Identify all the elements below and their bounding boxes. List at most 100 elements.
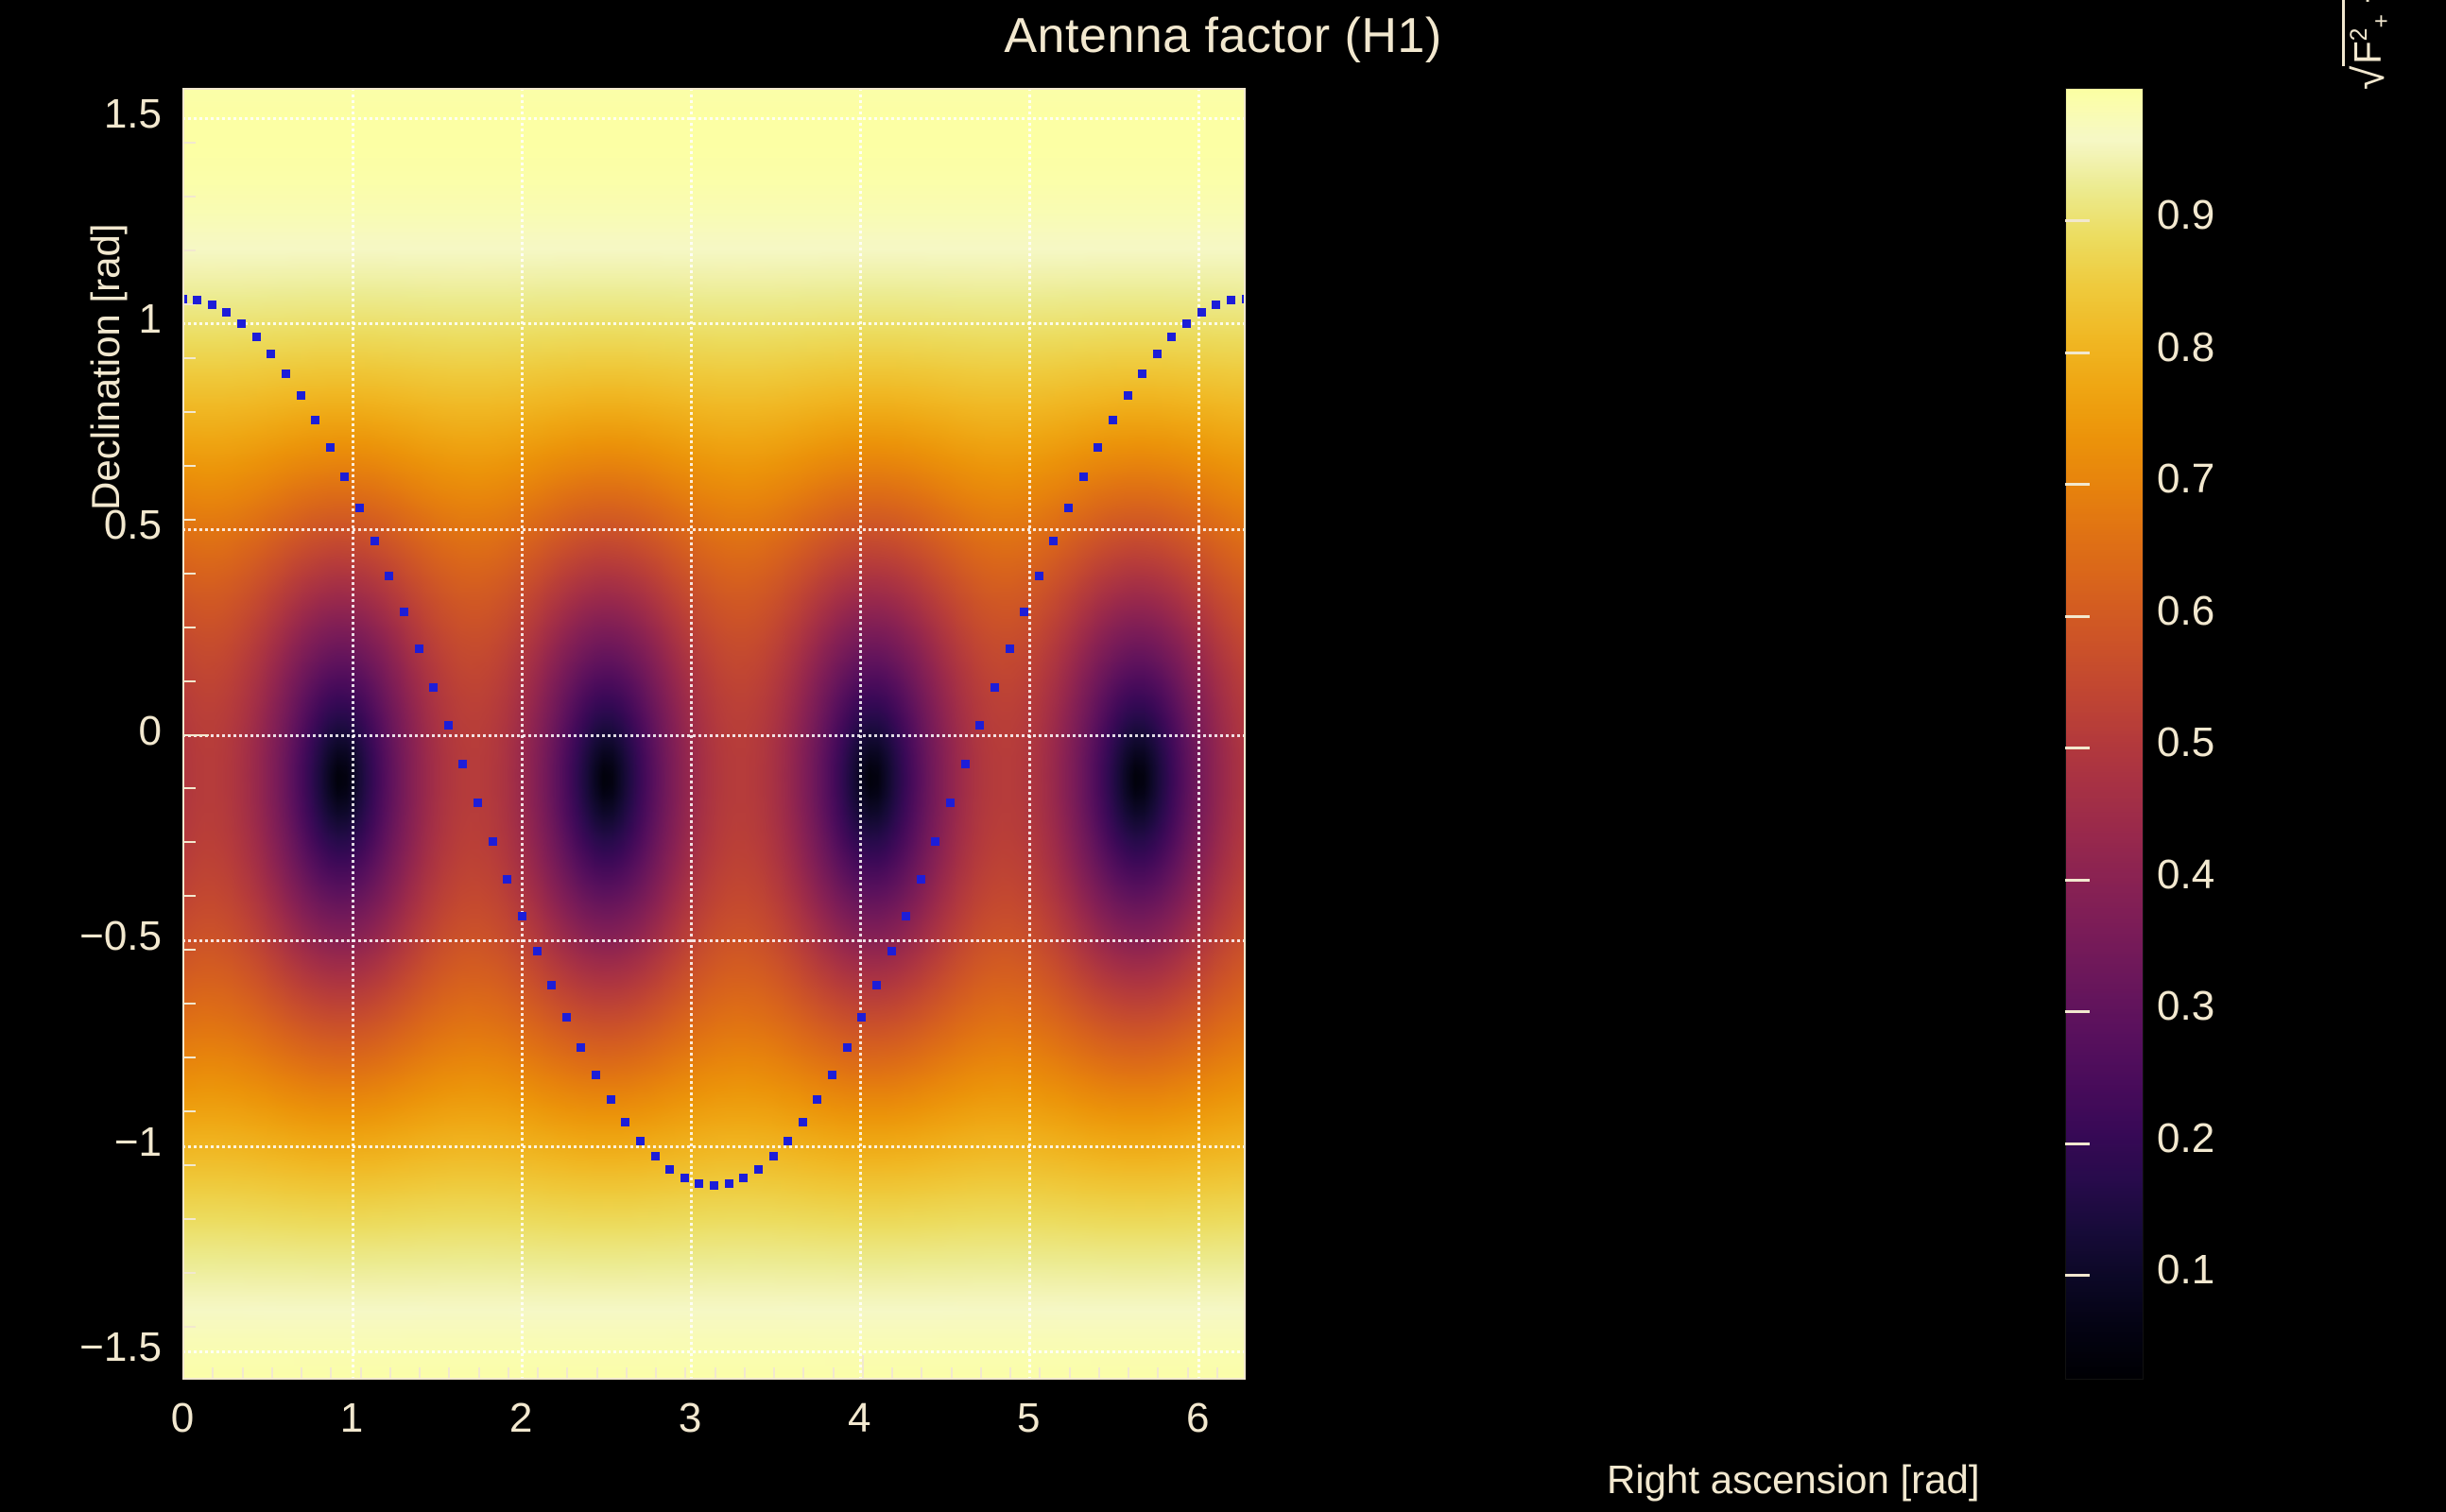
curve-point [1123, 391, 1132, 401]
y-axis-minor-tick [182, 195, 196, 198]
x-axis-minor-tick [388, 1367, 391, 1380]
colorbar-tick-label: 0.6 [2157, 587, 2215, 634]
curve-point [753, 1164, 763, 1174]
curve-point [990, 682, 999, 692]
curve-point [871, 981, 881, 990]
curve-point [680, 1174, 689, 1183]
curve-point [1138, 369, 1147, 378]
x-axis-minor-tick [330, 1367, 333, 1380]
curve-point [340, 472, 350, 481]
curve-point [517, 911, 526, 920]
y-axis-minor-tick [182, 572, 196, 575]
x-axis-minor-tick [477, 1367, 480, 1380]
y-axis-minor-tick [182, 88, 196, 90]
x-tick-label: 5 [1016, 1395, 1041, 1441]
x-axis-minor-tick [1068, 1367, 1071, 1380]
curve-point [828, 1070, 836, 1079]
y-axis-minor-tick [182, 518, 196, 521]
curve-point [635, 1136, 645, 1145]
curve-point [207, 301, 216, 310]
x-axis-minor-tick [1009, 1367, 1011, 1380]
colorbar-tick [2065, 1274, 2090, 1278]
curve-point [695, 1178, 704, 1188]
y-axis-minor-tick [182, 464, 196, 467]
curve-point [355, 504, 364, 513]
curve-point [768, 1152, 778, 1161]
x-axis-minor-tick [891, 1367, 893, 1380]
x-tick-label: 0 [170, 1395, 195, 1441]
x-axis-minor-tick [1157, 1367, 1160, 1380]
x-axis-minor-tick [595, 1367, 598, 1380]
curve-point [1152, 350, 1162, 359]
y-axis-minor-tick [182, 1057, 196, 1059]
curve-point [724, 1178, 733, 1188]
x-axis-minor-tick [1128, 1367, 1129, 1380]
curve-point [370, 537, 379, 546]
curve-point [1078, 472, 1088, 481]
x-axis-minor-tick [773, 1367, 775, 1380]
curve-point [621, 1117, 630, 1126]
colorbar-tick-label: 0.8 [2157, 323, 2215, 370]
x-axis-minor-tick [921, 1367, 923, 1380]
x-axis-minor-tick [1215, 1367, 1218, 1380]
x-tick-label: 6 [1186, 1395, 1210, 1441]
curve-point [946, 799, 955, 808]
curve-point [414, 644, 423, 654]
y-tick-label: 0.5 [103, 501, 162, 548]
y-axis-minor-tick [182, 949, 196, 952]
curve-point [960, 760, 970, 769]
curve-point [1020, 608, 1029, 617]
x-axis-minor-tick [802, 1367, 805, 1380]
colorbar-tick [2065, 351, 2090, 354]
y-axis-minor-tick [182, 1326, 196, 1329]
colorbar-tick [2065, 219, 2090, 223]
x-axis-minor-tick [684, 1367, 687, 1380]
x-axis-minor-tick [950, 1367, 953, 1380]
curve-point [1241, 294, 1246, 303]
colorbar-tick [2065, 878, 2090, 882]
curve-point [458, 760, 468, 769]
curve-point [916, 874, 925, 884]
curve-point [592, 1070, 600, 1079]
curve-point [842, 1042, 852, 1052]
curve-point [931, 836, 940, 846]
curve-point [296, 391, 305, 401]
x-axis-minor-tick [655, 1367, 657, 1380]
curve-point [1108, 416, 1117, 425]
colorbar-tick-label: 0.9 [2157, 192, 2215, 239]
curve-point [1049, 537, 1059, 546]
x-axis-minor-tick [448, 1367, 451, 1380]
curve-point [532, 947, 542, 956]
curve-point [474, 799, 482, 808]
colorbar-tick-label: 0.2 [2157, 1114, 2215, 1161]
y-axis-minor-tick [182, 626, 196, 628]
curve-point [1182, 318, 1191, 328]
curve-point [606, 1095, 615, 1105]
x-axis-minor-tick [714, 1367, 716, 1380]
curve-point [857, 1012, 867, 1022]
colorbar-tick-label: 0.5 [2157, 719, 2215, 766]
x-axis-title: Right ascension [rad] [1607, 1457, 1980, 1502]
y-axis-major-tick [182, 733, 209, 736]
curve-point [1034, 571, 1043, 580]
curve-point [1197, 308, 1206, 318]
curve-point [710, 1180, 718, 1190]
x-axis-minor-tick [743, 1367, 746, 1380]
y-axis-title: Declination [rad] [83, 223, 128, 511]
x-tick-label: 3 [678, 1395, 702, 1441]
curve-point [503, 874, 512, 884]
curve-point [1167, 333, 1177, 342]
x-axis-minor-tick [1186, 1367, 1189, 1380]
y-axis-minor-tick [182, 841, 196, 844]
x-axis-minor-tick [1097, 1367, 1100, 1380]
y-axis-minor-tick [182, 410, 196, 413]
x-axis-major-tick [182, 1355, 184, 1380]
x-axis-minor-tick [241, 1367, 244, 1380]
curve-point [1005, 644, 1014, 654]
curve-point [237, 318, 246, 328]
y-tick-label: 1 [138, 296, 162, 343]
y-axis-minor-tick [182, 895, 196, 898]
curve-point [650, 1152, 660, 1161]
curve-point [1212, 301, 1221, 310]
